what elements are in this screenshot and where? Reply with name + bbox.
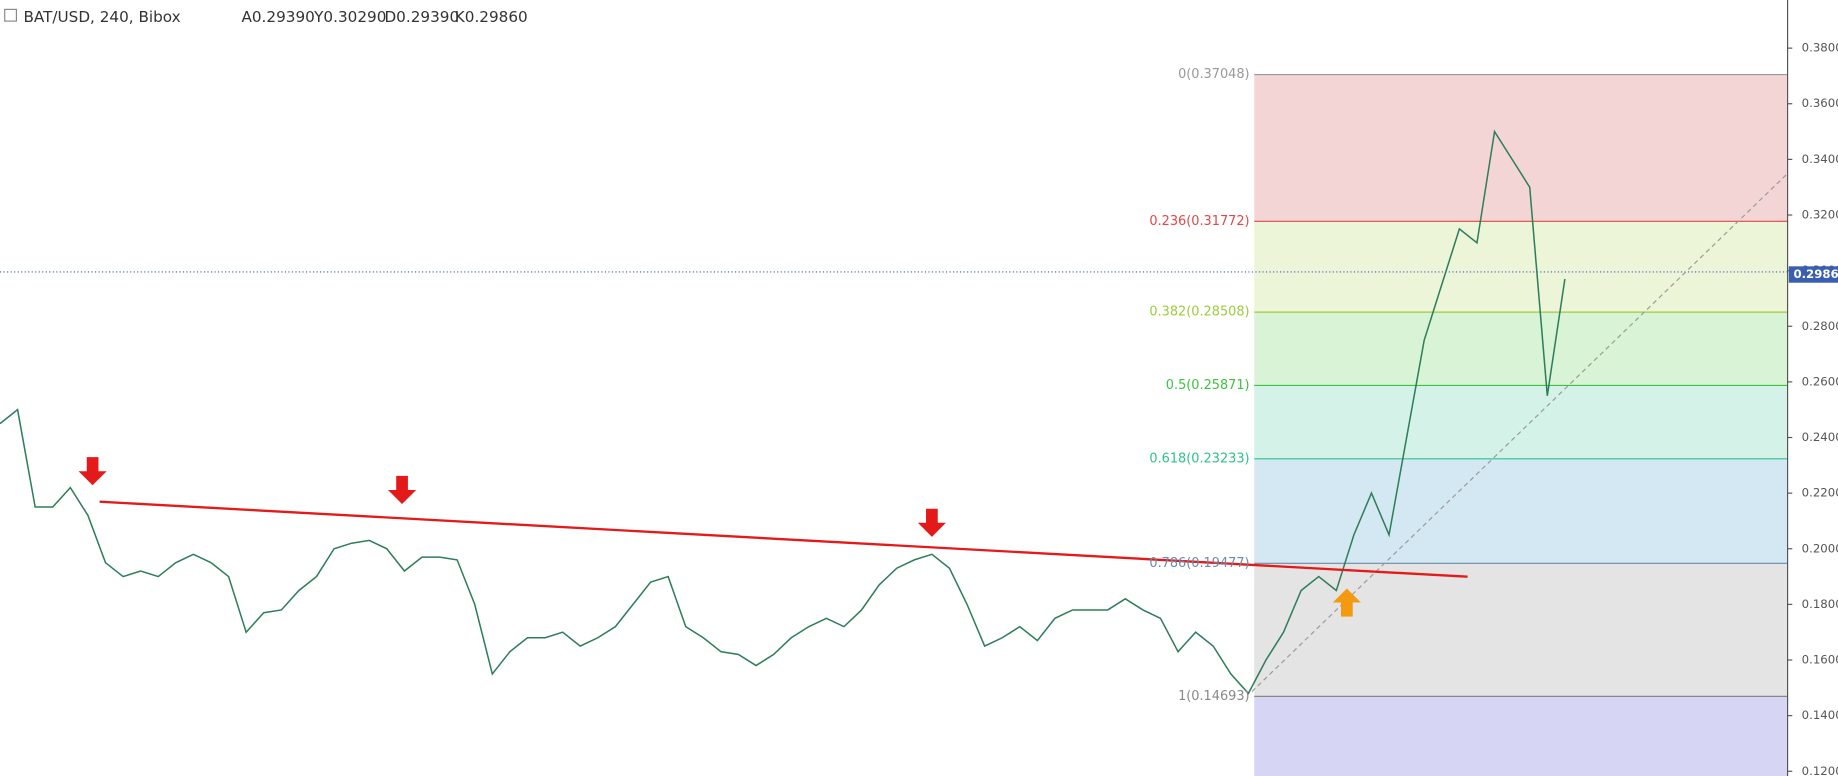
fib-zone <box>1254 563 1788 697</box>
fib-zone <box>1254 458 1788 564</box>
ohlc: Y0.30290 <box>313 8 386 26</box>
fib-label: 0.618(0.23233) <box>1149 451 1249 466</box>
down-arrow <box>917 508 946 537</box>
collapse-icon[interactable] <box>4 8 17 22</box>
ohlc: D0.29390 <box>384 8 459 26</box>
fib-zone <box>1254 696 1788 776</box>
y-tick-label: 0.20000 <box>1802 541 1838 555</box>
y-tick-label: 0.24000 <box>1802 430 1838 444</box>
ohlc: A0.29390 <box>241 8 314 26</box>
y-tick-label: 0.38000 <box>1802 41 1838 55</box>
down-arrow <box>78 457 107 486</box>
y-tick-label: 0.18000 <box>1802 597 1838 611</box>
y-tick-label: 0.34000 <box>1802 152 1838 166</box>
fib-label: 1(0.14693) <box>1178 689 1249 704</box>
fib-label: 0.5(0.25871) <box>1166 378 1250 393</box>
y-tick-label: 0.32000 <box>1802 208 1838 222</box>
fib-label: 0.786(0.19477) <box>1149 556 1249 571</box>
fib-label: 0(0.37048) <box>1178 67 1249 82</box>
y-tick-label: 0.14000 <box>1802 708 1838 722</box>
fib-zone <box>1254 312 1788 386</box>
plot <box>0 129 1566 695</box>
y-tick-label: 0.16000 <box>1802 653 1838 667</box>
y-tick-label: 0.28000 <box>1802 319 1838 333</box>
down-arrow <box>387 475 417 505</box>
fib-label: 0.236(0.31772) <box>1149 214 1249 229</box>
last-price-tag <box>1788 266 1838 283</box>
y-tick-label: 0.26000 <box>1802 374 1838 388</box>
fib-zone <box>1254 385 1788 459</box>
fib-label: 0.382(0.28508) <box>1149 305 1249 320</box>
ohlc: K0.29860 <box>455 8 528 26</box>
arrows <box>78 457 946 537</box>
price-line <box>0 129 1566 695</box>
fib-zone <box>1254 74 1788 222</box>
y-tick-label: 0.22000 <box>1802 486 1838 500</box>
fib-zone <box>1254 221 1788 313</box>
trend-line <box>99 500 1468 578</box>
fib-zones <box>1254 74 1788 776</box>
y-tick-label: 0.36000 <box>1802 96 1838 110</box>
symbol-title: BAT/USD, 240, Bibox <box>23 8 180 26</box>
last-price-label: 0.29860 <box>1793 267 1838 281</box>
y-tick-label: 0.12000 <box>1802 764 1838 776</box>
